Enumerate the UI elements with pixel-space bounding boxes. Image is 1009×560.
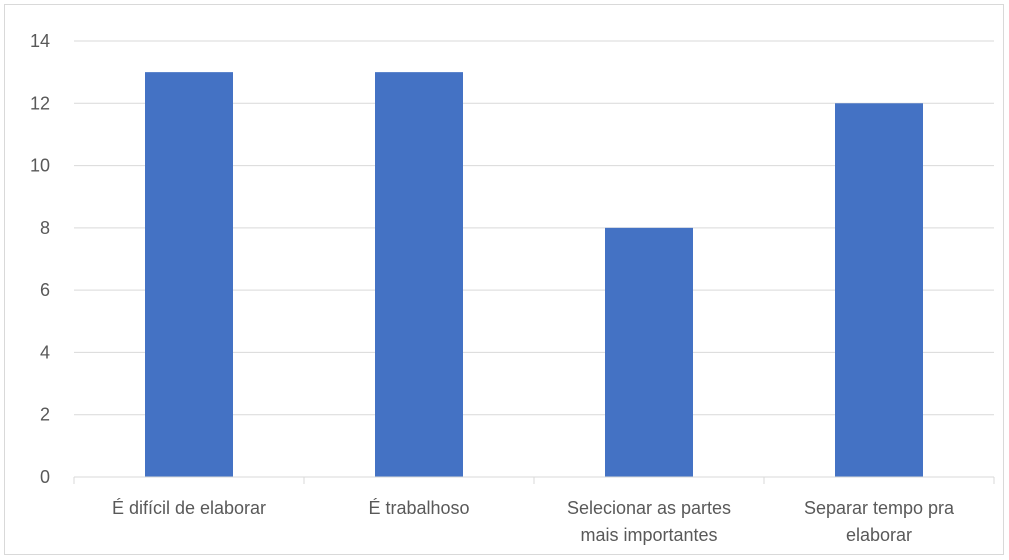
bars — [145, 72, 923, 478]
y-tick-label: 2 — [40, 405, 50, 425]
x-tick-label: Separar tempo pra — [804, 498, 955, 518]
x-tick-label: É trabalhoso — [368, 498, 469, 518]
y-tick-label: 4 — [40, 342, 50, 362]
bar — [145, 72, 233, 478]
y-tick-label: 8 — [40, 218, 50, 238]
bar — [605, 227, 693, 477]
bar — [835, 103, 923, 478]
y-tick-label: 0 — [40, 467, 50, 487]
y-tick-label: 12 — [30, 93, 50, 113]
y-axis-ticks: 0 2 4 6 8 10 12 14 — [30, 31, 50, 487]
x-axis: É difícil de elaborar É trabalhoso Selecio… — [73, 476, 995, 545]
y-tick-label: 14 — [30, 31, 50, 51]
bar — [375, 72, 463, 478]
x-tick-label: elaborar — [846, 525, 912, 545]
y-tick-label: 10 — [30, 156, 50, 176]
y-tick-label: 6 — [40, 280, 50, 300]
x-tick-label: É difícil de elaborar — [112, 498, 266, 518]
x-tick-label: mais importantes — [580, 525, 717, 545]
x-tick-label: Selecionar as partes — [567, 498, 731, 518]
